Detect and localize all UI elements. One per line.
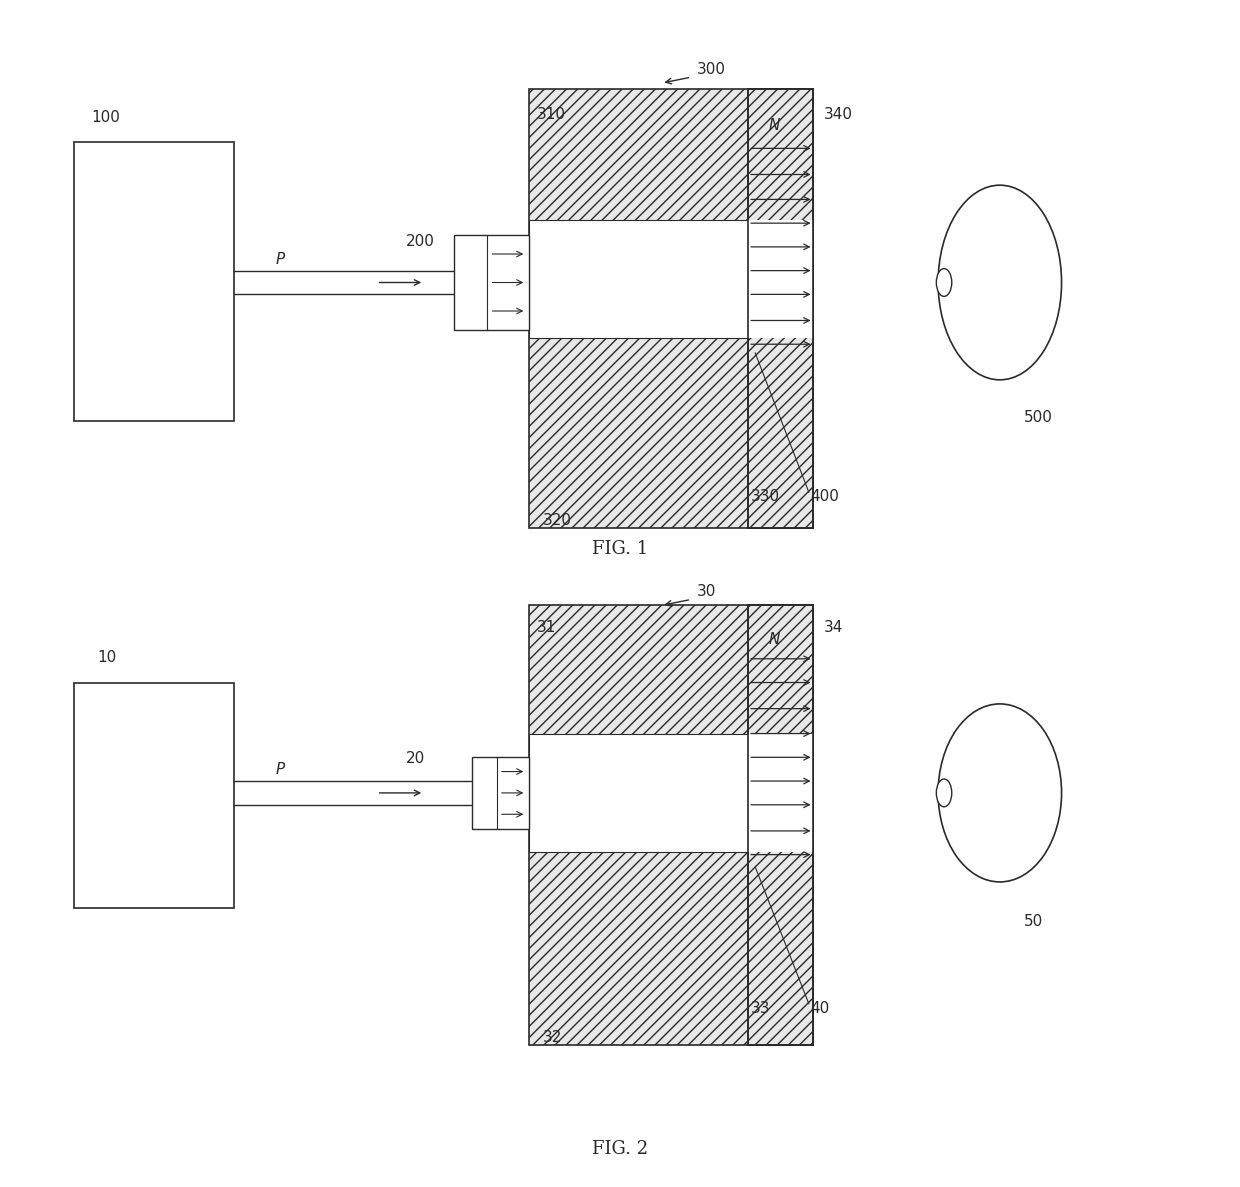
Text: FIG. 2: FIG. 2 [591, 1140, 649, 1157]
Text: 30: 30 [697, 584, 717, 599]
Text: 10: 10 [98, 649, 117, 665]
Text: P: P [275, 762, 285, 777]
Text: 31: 31 [537, 620, 557, 635]
Text: 320: 320 [543, 513, 572, 528]
Bar [748, 220, 813, 338]
Text: 500: 500 [1023, 410, 1053, 425]
Text: 40: 40 [810, 1001, 830, 1016]
Text: N: N [769, 631, 780, 647]
Bar [528, 605, 813, 1045]
Ellipse shape [939, 704, 1061, 882]
Text: 400: 400 [810, 489, 838, 504]
Text: P: P [275, 252, 285, 267]
Ellipse shape [939, 185, 1061, 380]
Text: 300: 300 [697, 62, 727, 77]
Text: 32: 32 [543, 1030, 562, 1046]
Bar [748, 734, 813, 852]
Text: 310: 310 [537, 107, 565, 122]
Ellipse shape [936, 779, 952, 807]
Text: 340: 340 [825, 107, 853, 122]
Text: 330: 330 [750, 489, 780, 504]
Text: T: T [506, 786, 513, 800]
Text: 34: 34 [825, 620, 843, 635]
Text: 20: 20 [407, 750, 425, 766]
Bar [471, 757, 528, 829]
Text: 200: 200 [407, 234, 435, 249]
Text: 100: 100 [92, 109, 120, 125]
Bar [748, 89, 813, 528]
Bar [528, 734, 748, 852]
Bar [74, 142, 234, 421]
Bar [748, 605, 813, 1045]
Bar [748, 89, 813, 528]
Text: 50: 50 [1023, 914, 1043, 929]
Text: FIG. 1: FIG. 1 [591, 540, 649, 558]
Bar [528, 220, 748, 338]
Bar [748, 605, 813, 1045]
Text: 33: 33 [750, 1001, 770, 1016]
Text: N: N [769, 118, 780, 133]
Bar [528, 89, 813, 528]
Bar [74, 683, 234, 908]
Bar [454, 235, 528, 330]
Ellipse shape [936, 268, 952, 297]
